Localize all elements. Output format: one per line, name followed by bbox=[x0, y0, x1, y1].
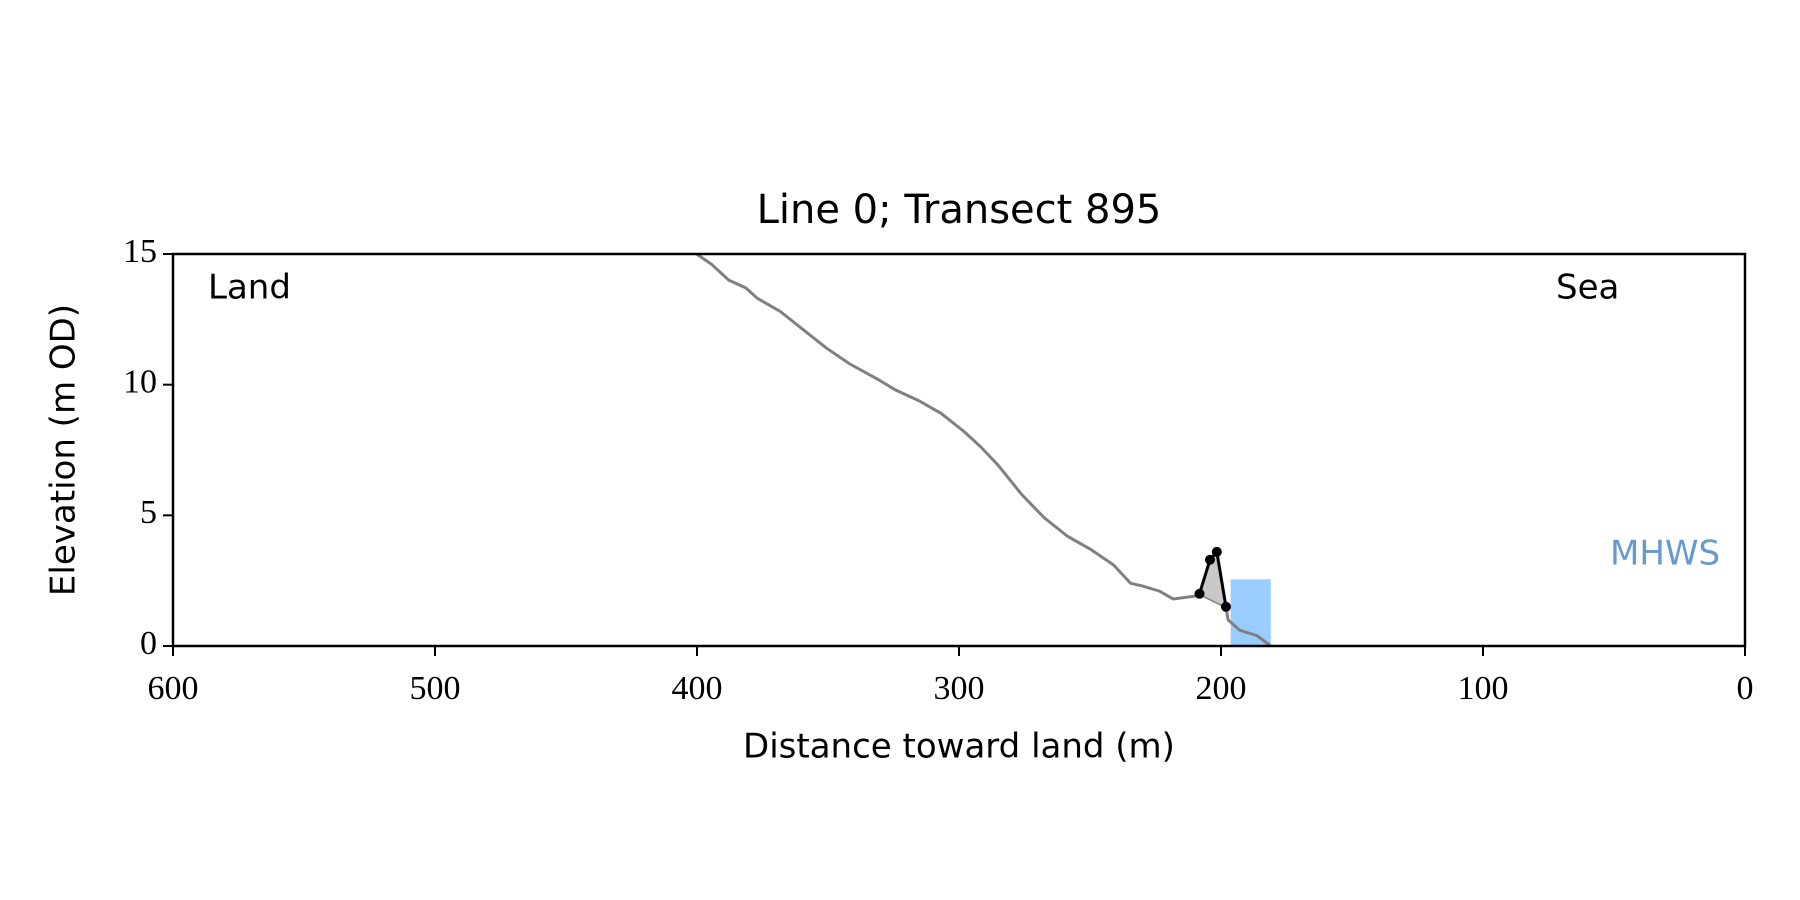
y-tick-label: 15 bbox=[123, 233, 157, 270]
x-tick-label: 500 bbox=[410, 670, 461, 707]
x-tick-label: 0 bbox=[1737, 670, 1754, 707]
profile-line bbox=[695, 252, 1272, 648]
point bbox=[1204, 554, 1215, 565]
point bbox=[1220, 601, 1231, 612]
chart-title: Line 0; Transect 895 bbox=[757, 187, 1162, 233]
x-tick-label: 400 bbox=[672, 670, 723, 707]
sea-label: Sea bbox=[1556, 268, 1619, 308]
x-tick-label: 600 bbox=[148, 670, 199, 707]
land-label: Land bbox=[208, 268, 291, 308]
y-axis-label: Elevation (m OD) bbox=[44, 304, 84, 596]
y-tick-label: 10 bbox=[123, 363, 157, 400]
mhws-band bbox=[1230, 579, 1271, 646]
x-tick-label: 100 bbox=[1458, 670, 1509, 707]
point bbox=[1194, 588, 1205, 599]
point bbox=[1211, 546, 1222, 557]
y-tick-label: 0 bbox=[140, 625, 157, 662]
y-tick-label: 5 bbox=[140, 494, 157, 531]
dune-fill bbox=[1199, 551, 1226, 607]
plot-frame bbox=[171, 252, 1747, 648]
x-tick-label: 200 bbox=[1196, 670, 1247, 707]
x-tick-label: 300 bbox=[934, 670, 985, 707]
profile-line bbox=[1198, 548, 1228, 608]
mhws-label: MHWS bbox=[1610, 534, 1720, 574]
x-axis-label: Distance toward land (m) bbox=[743, 727, 1175, 767]
